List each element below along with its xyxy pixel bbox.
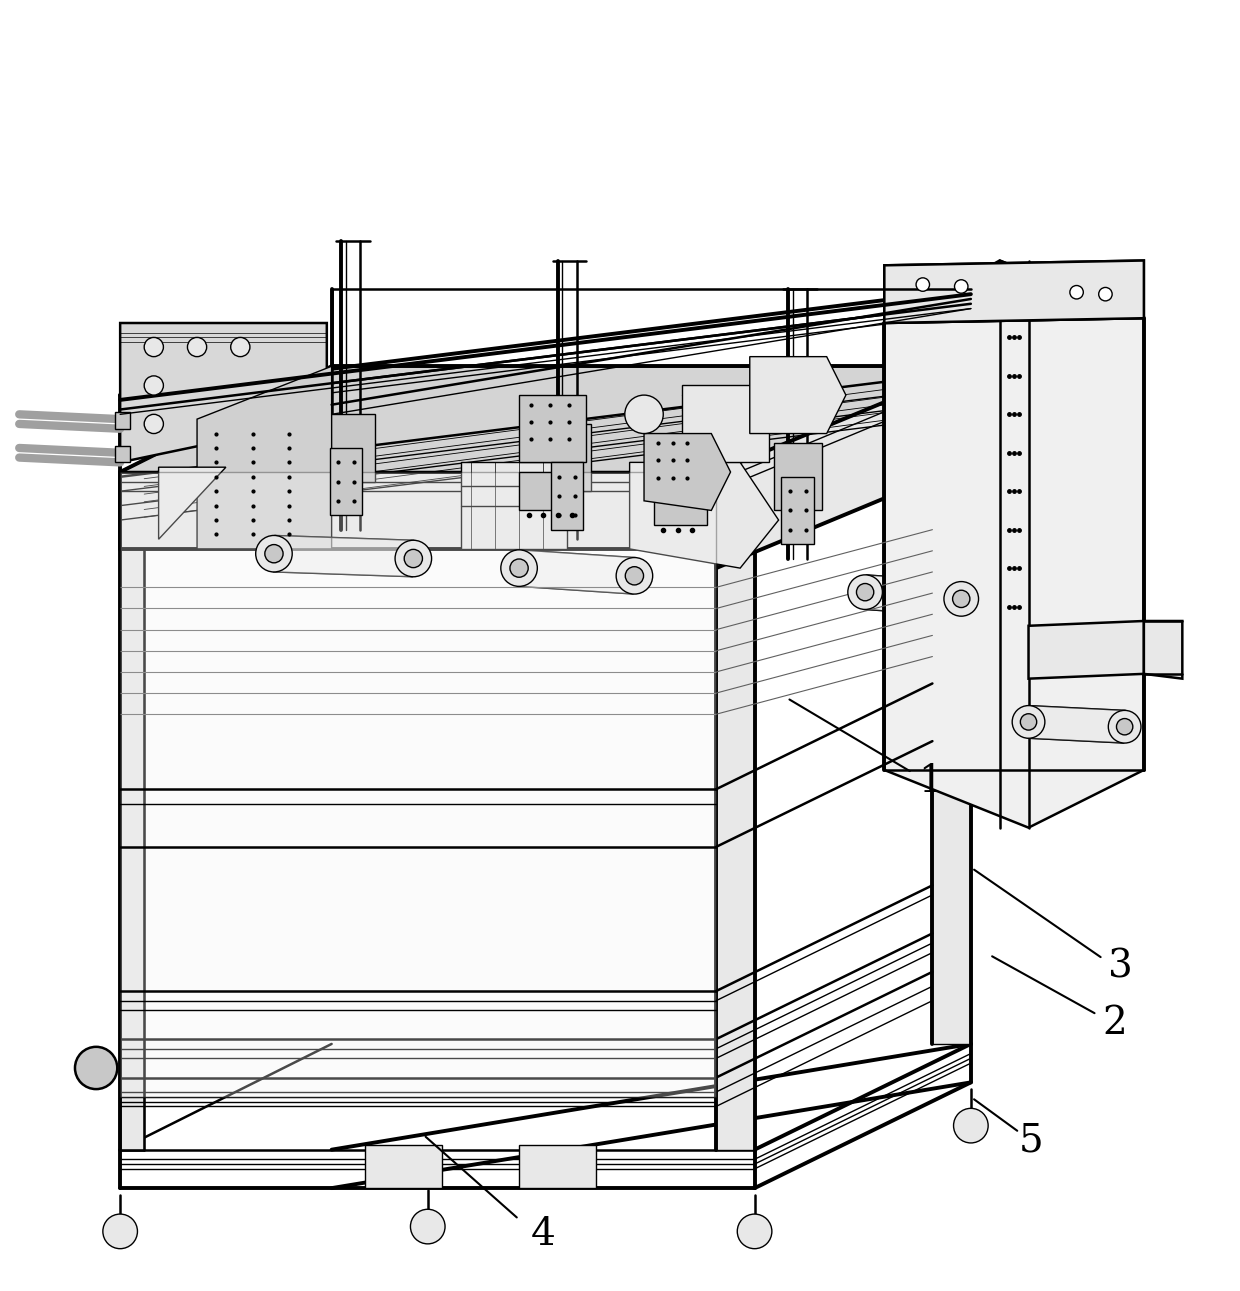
Polygon shape (120, 473, 717, 1097)
Circle shape (144, 414, 164, 434)
Circle shape (848, 574, 883, 609)
Polygon shape (120, 323, 327, 462)
Circle shape (952, 590, 970, 608)
Circle shape (187, 337, 207, 356)
Circle shape (510, 559, 528, 577)
Polygon shape (630, 462, 779, 568)
Polygon shape (120, 473, 144, 1150)
Circle shape (955, 280, 968, 293)
Circle shape (255, 536, 293, 572)
Polygon shape (327, 414, 374, 482)
Polygon shape (1028, 706, 1126, 744)
Bar (520, 1145, 596, 1188)
Polygon shape (750, 356, 846, 434)
Circle shape (144, 337, 164, 356)
Circle shape (74, 1047, 118, 1090)
Circle shape (410, 1210, 445, 1243)
Text: 5: 5 (1019, 1123, 1044, 1159)
Text: 4: 4 (531, 1216, 556, 1252)
Polygon shape (273, 536, 414, 577)
Circle shape (625, 567, 644, 585)
Polygon shape (197, 367, 331, 549)
Polygon shape (543, 423, 591, 491)
Circle shape (404, 550, 423, 568)
Polygon shape (717, 367, 971, 568)
Circle shape (1116, 719, 1133, 735)
Polygon shape (551, 462, 584, 529)
Polygon shape (781, 476, 815, 544)
Polygon shape (884, 261, 1143, 323)
Polygon shape (120, 367, 971, 473)
Circle shape (1099, 288, 1112, 301)
Circle shape (1109, 710, 1141, 744)
Polygon shape (932, 462, 971, 1044)
Bar (366, 1145, 443, 1188)
Polygon shape (330, 448, 362, 515)
Polygon shape (1143, 621, 1182, 679)
Bar (653, 487, 707, 525)
Circle shape (738, 1214, 771, 1248)
Text: 2: 2 (1102, 1004, 1127, 1042)
Circle shape (103, 1214, 138, 1248)
Circle shape (916, 278, 930, 292)
Circle shape (1070, 285, 1084, 300)
Circle shape (1021, 714, 1037, 731)
Bar (115, 447, 130, 462)
Circle shape (396, 540, 432, 577)
Circle shape (616, 558, 652, 594)
Polygon shape (774, 443, 822, 510)
Polygon shape (717, 549, 755, 1150)
Circle shape (231, 337, 250, 356)
Polygon shape (644, 434, 730, 510)
Bar (115, 412, 130, 429)
Circle shape (625, 395, 663, 434)
Polygon shape (1028, 621, 1143, 679)
Polygon shape (461, 462, 567, 549)
Text: 3: 3 (1109, 949, 1133, 986)
Polygon shape (682, 386, 769, 462)
Polygon shape (884, 261, 1143, 828)
Circle shape (501, 550, 537, 586)
Polygon shape (120, 473, 717, 549)
Circle shape (944, 581, 978, 616)
Polygon shape (884, 261, 1143, 323)
Circle shape (144, 376, 164, 395)
Bar (520, 473, 572, 510)
Text: 1: 1 (918, 763, 942, 799)
Polygon shape (159, 467, 226, 540)
Circle shape (1012, 706, 1045, 738)
Polygon shape (518, 550, 636, 594)
Polygon shape (864, 574, 962, 616)
Polygon shape (520, 395, 587, 462)
Circle shape (954, 1109, 988, 1143)
Circle shape (265, 545, 283, 563)
Circle shape (857, 584, 874, 600)
